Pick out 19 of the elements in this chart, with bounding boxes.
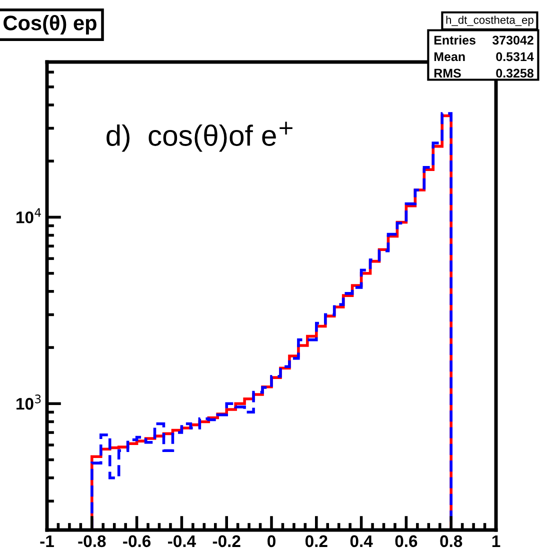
x-tick-label: 1 [492,535,500,547]
x-tick-label: 0 [268,535,276,548]
x-tick-label: 0.2 [305,535,328,548]
annotation: d) cos(θ)of e$^{+}$ [106,122,292,152]
x-tick-label: 0.4 [350,535,373,548]
x-tick-label: 0.6 [395,535,418,548]
chart-title: Cos(θ) ep [4,15,96,34]
y-tick-label: 10$^{3}$ [16,394,41,410]
x-tick-label: -0.4 [168,535,196,548]
x-tick-label: 0.8 [440,535,462,548]
text: RMS 0.3258 [434,68,534,78]
text: h_dt_costheta_ep [446,16,534,26]
x-tick-label: -0.8 [78,535,106,548]
x-tick-label: -1 [40,535,54,547]
y-tick-label: 10$^{4}$ [16,208,41,224]
x-tick-label: -0.2 [212,535,240,548]
text: Entries 373042 [434,35,534,45]
text: Mean 0.5314 [434,52,534,62]
x-tick-label: -0.6 [123,535,151,548]
